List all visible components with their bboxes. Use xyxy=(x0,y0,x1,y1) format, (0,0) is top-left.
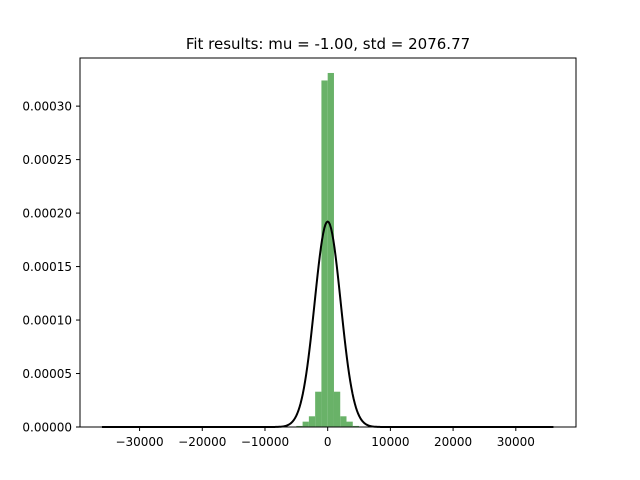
y-tick-label-4: 0.00020 xyxy=(22,207,72,221)
histogram-bar-6 xyxy=(333,391,341,427)
histogram-bar-9 xyxy=(352,425,360,427)
histogram-bar-7 xyxy=(340,416,347,427)
y-tick-label-3: 0.00015 xyxy=(22,260,72,274)
x-tick-label-3: 0 xyxy=(324,435,332,449)
y-tick-label-5: 0.00025 xyxy=(22,153,72,167)
histogram-bars xyxy=(296,72,360,428)
x-tick-label-6: 30000 xyxy=(497,435,535,449)
x-tick-label-4: 10000 xyxy=(371,435,409,449)
x-tick-label-0: −30000 xyxy=(115,435,163,449)
histogram-bar-8 xyxy=(346,421,353,427)
x-axis: −30000 −20000 −10000 0 10000 20000 30000 xyxy=(115,427,535,449)
y-tick-label-0: 0.00000 xyxy=(22,421,72,435)
y-tick-label-2: 0.00010 xyxy=(22,314,72,328)
x-tick-label-2: −10000 xyxy=(241,435,289,449)
chart-title: Fit results: mu = -1.00, std = 2076.77 xyxy=(186,35,470,53)
histogram-bar-4 xyxy=(321,80,328,428)
histogram-bar-5 xyxy=(327,72,334,427)
x-tick-label-1: −20000 xyxy=(178,435,226,449)
histogram-bar-1 xyxy=(302,421,309,427)
y-axis: 0.00000 0.00005 0.00010 0.00015 0.00020 0.000… xyxy=(22,100,80,435)
histogram-bar-3 xyxy=(315,391,322,427)
y-tick-label-6: 0.00030 xyxy=(22,100,72,114)
histogram-bar-0 xyxy=(296,425,303,427)
histogram-bar-2 xyxy=(308,416,316,427)
x-tick-label-5: 20000 xyxy=(434,435,472,449)
y-tick-label-1: 0.00005 xyxy=(22,367,72,381)
